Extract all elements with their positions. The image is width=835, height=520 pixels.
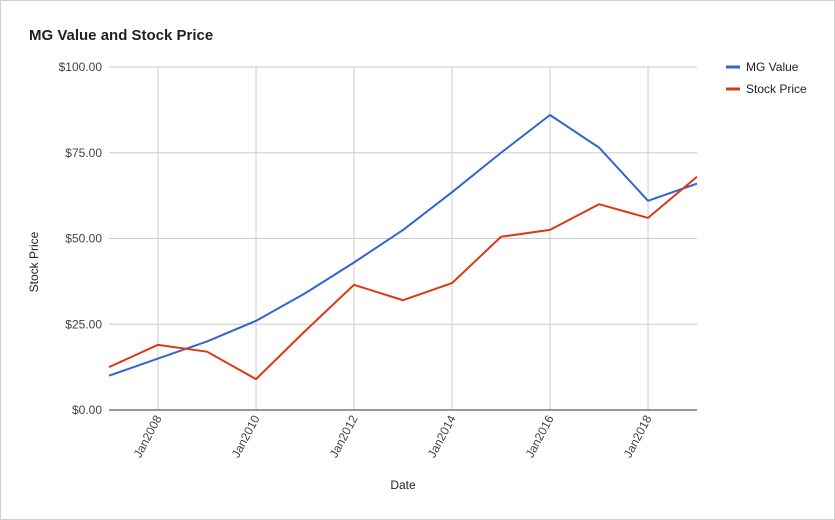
x-tick-label: Jan2014 (425, 413, 459, 461)
x-tick-label: Jan2010 (229, 413, 263, 461)
y-axis-title: Stock Price (27, 231, 41, 292)
series-line-mg-value (108, 114, 698, 377)
y-tick-label: $0.00 (72, 403, 102, 417)
series-line-stock-price (108, 175, 698, 381)
x-tick-label: Jan2016 (523, 413, 557, 461)
y-axis-ticks: $0.00 $25.00 $50.00 $75.00 $100.00 (59, 60, 103, 417)
x-tick-label: Jan2008 (131, 413, 165, 461)
y-tick-label: $100.00 (59, 60, 103, 74)
x-tick-label: Jan2012 (327, 413, 361, 461)
legend-label: MG Value (746, 60, 799, 74)
x-axis-title: Date (390, 478, 416, 492)
y-tick-label: $75.00 (65, 146, 102, 160)
y-tick-label: $25.00 (65, 317, 102, 331)
legend-label: Stock Price (746, 82, 807, 96)
x-tick-label: Jan2018 (621, 413, 655, 461)
series-lines (108, 114, 698, 381)
legend: MG Value Stock Price (726, 60, 807, 96)
y-tick-label: $50.00 (65, 232, 102, 246)
chart-title: MG Value and Stock Price (29, 27, 214, 44)
gridlines (109, 66, 697, 410)
x-axis-ticks: Jan2008 Jan2010 Jan2012 Jan2014 Jan2016 Jan20… (131, 413, 655, 461)
